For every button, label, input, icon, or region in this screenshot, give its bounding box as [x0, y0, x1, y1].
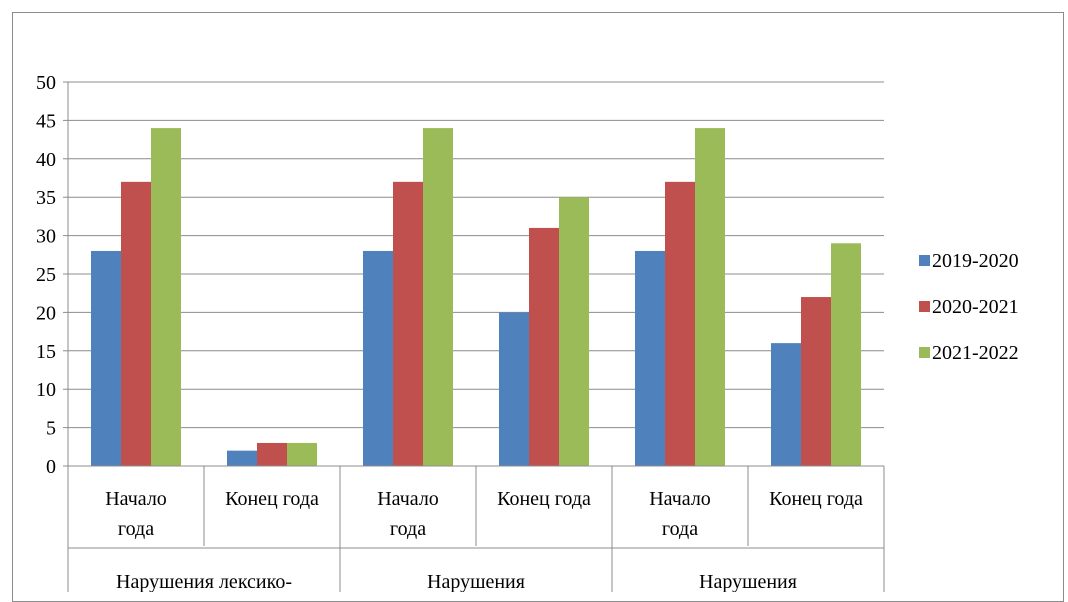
bar	[257, 442, 287, 466]
y-tick-label: 45	[36, 110, 56, 132]
legend-label: 2019-2020	[932, 250, 1019, 272]
y-tick-label: 50	[36, 72, 56, 94]
bar	[529, 227, 559, 466]
bar	[771, 343, 801, 466]
axes	[63, 82, 885, 592]
y-tick-label: 30	[36, 226, 56, 248]
y-axis-ticks: 0 5 10 15 20 25 30 35 40 45 50	[36, 72, 68, 478]
category-label: Конец года	[769, 488, 863, 510]
bar	[287, 442, 317, 466]
gridlines	[68, 81, 884, 429]
legend-swatch	[919, 347, 930, 358]
bar	[423, 128, 453, 466]
bar	[91, 250, 121, 466]
group-label: Нарушения	[699, 571, 797, 592]
group-label: Нарушения	[427, 571, 525, 592]
bar	[227, 450, 257, 466]
bar	[559, 197, 589, 466]
bars	[91, 128, 861, 466]
category-label: года	[662, 518, 698, 540]
bar	[635, 250, 665, 466]
legend-label: 2020-2021	[932, 296, 1019, 318]
category-label: года	[118, 518, 154, 540]
y-tick-label: 5	[46, 418, 56, 440]
legend-label: 2021-2022	[932, 342, 1019, 364]
legend: 2019-2020 2020-2021 2021-2022	[919, 250, 1019, 364]
bar	[393, 181, 423, 466]
y-tick-label: 0	[46, 456, 56, 478]
bar	[695, 128, 725, 466]
category-label: Начало	[105, 488, 167, 510]
y-tick-label: 40	[36, 149, 56, 171]
bar	[665, 181, 695, 466]
category-label: года	[390, 518, 426, 540]
y-tick-label: 25	[36, 264, 56, 286]
y-tick-label: 10	[36, 379, 56, 401]
bar	[151, 128, 181, 466]
y-tick-label: 15	[36, 341, 56, 363]
group-label: Нарушения лексико-	[116, 571, 292, 592]
category-label: Начало	[649, 488, 711, 510]
category-label: Конец года	[225, 488, 319, 510]
category-labels: Начало года Конец года Начало года Конец года…	[105, 488, 863, 592]
legend-swatch	[919, 255, 930, 266]
bar	[363, 250, 393, 466]
bar	[831, 243, 861, 466]
category-label: Конец года	[497, 488, 591, 510]
category-label: Начало	[377, 488, 439, 510]
y-tick-label: 35	[36, 187, 56, 209]
bar	[121, 181, 151, 466]
bar	[499, 312, 529, 466]
legend-swatch	[919, 301, 930, 312]
y-tick-label: 20	[36, 302, 56, 324]
bar	[801, 297, 831, 466]
